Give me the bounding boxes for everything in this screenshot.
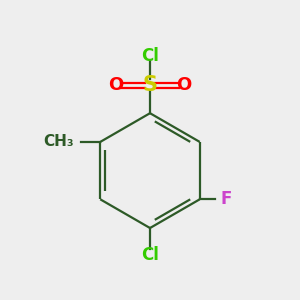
Text: Cl: Cl	[141, 245, 159, 263]
Text: O: O	[109, 76, 124, 94]
Text: CH₃: CH₃	[43, 134, 74, 149]
Text: Cl: Cl	[141, 47, 159, 65]
Text: F: F	[220, 190, 232, 208]
Text: S: S	[142, 75, 158, 95]
Text: O: O	[176, 76, 191, 94]
